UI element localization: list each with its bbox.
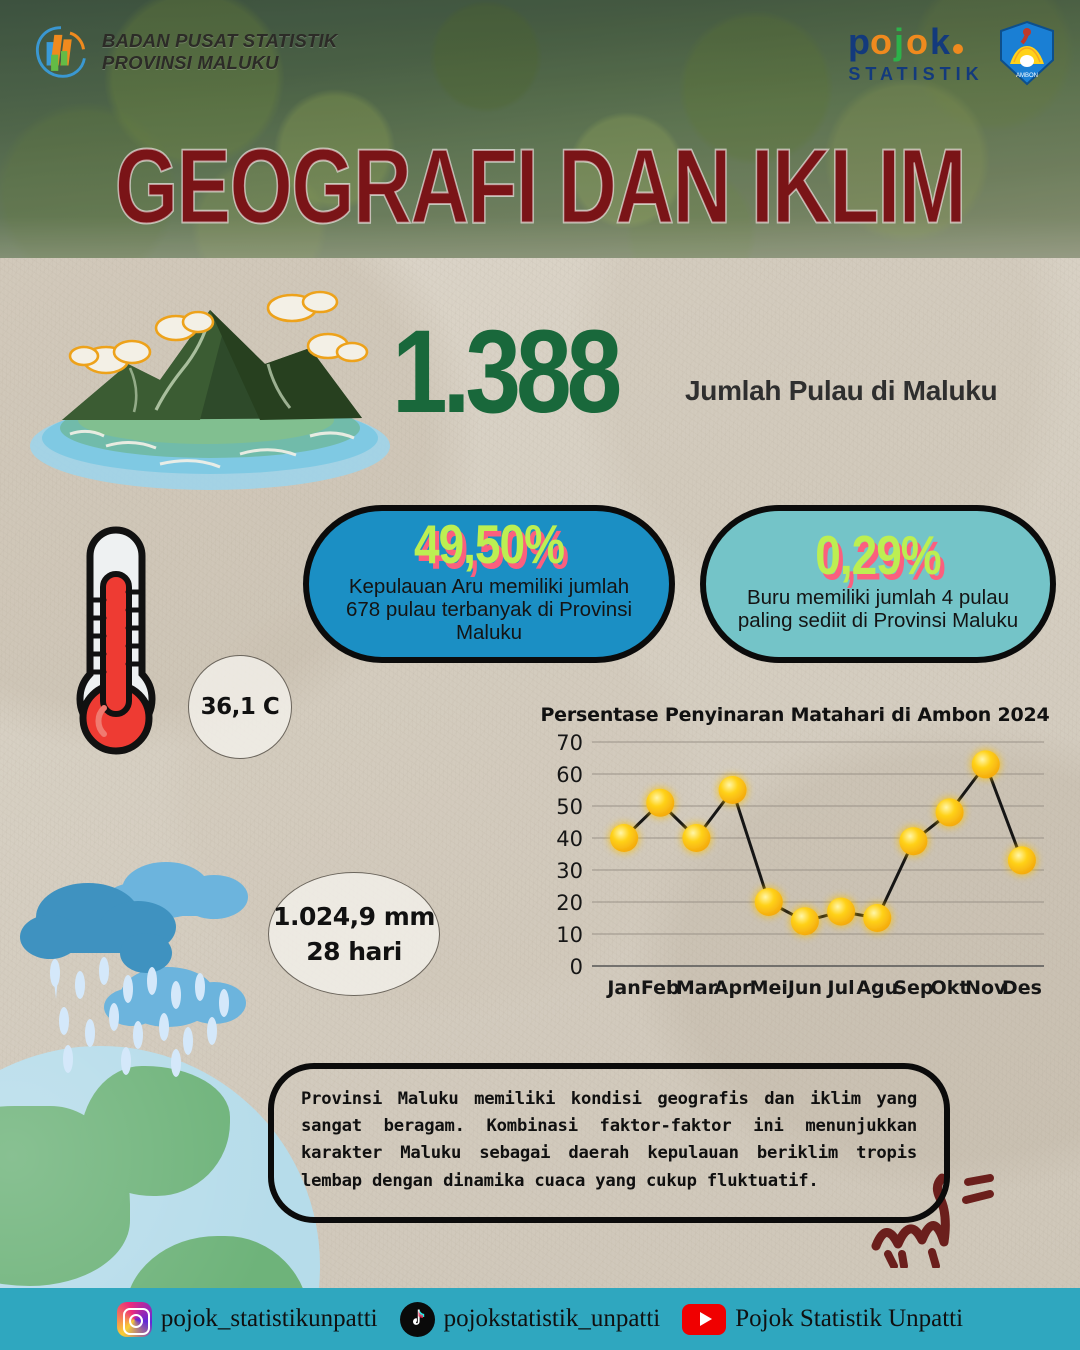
island-count-value: 1.388 [392,305,622,439]
rain-cloud-icon [20,862,248,1077]
svg-text:o: o [906,21,928,62]
chart-point [827,897,856,926]
svg-text:Des: Des [1002,977,1042,999]
stat-pill-buru-desc: Buru memiliki jumlah 4 pulau paling sedi… [737,586,1019,633]
svg-text:AMBON: AMBON [1016,73,1038,79]
svg-text:Agu: Agu [856,977,898,999]
chart-point [899,827,928,856]
svg-text:Jun: Jun [786,977,822,999]
instagram-handle: pojok_statistikunpatti [160,1305,378,1332]
svg-text:20: 20 [556,891,583,915]
brand-line-1: BADAN PUSAT STATISTIK [102,30,338,52]
svg-text:50: 50 [556,795,583,819]
svg-text:Okt: Okt [931,977,969,999]
youtube-handle: Pojok Statistik Unpatti [735,1305,964,1332]
footer-bar: pojok_statistikunpatti pojokstatistik_un… [0,1288,1080,1350]
chart-point [610,824,639,852]
tiktok-handle: pojokstatistik_unpatti [443,1305,661,1332]
chart-series-points [610,750,1036,936]
social-tiktok[interactable]: pojokstatistik_unpatti [399,1301,661,1337]
pojok-wordmark-icon: p o j o k [848,21,963,62]
stat-pill-aru-desc: Kepulauan Aru memiliki jumlah 678 pulau … [345,574,633,644]
svg-text:Mar: Mar [676,977,718,999]
stat-pill-aru-value: 49,50% [413,512,565,575]
header-overlay [0,0,1080,258]
svg-text:Apr: Apr [714,977,752,999]
chart-point [754,888,783,916]
summary-note-box: Provinsi Maluku memiliki kondisi geograf… [268,1063,950,1223]
rainfall-badge: 1.024,9 mm 28 hari [268,872,440,996]
brand-line-2: PROVINSI MALUKU [102,52,279,73]
svg-text:10: 10 [556,923,583,947]
temperature-badge: 36,1 C [188,655,292,759]
island-mountain-icon [30,290,390,490]
rainfall-days: 28 hari [306,937,402,966]
stat-pill-aru: 49,50% Kepulauan Aru memiliki jumlah 678… [303,505,675,663]
svg-text:o: o [870,21,892,62]
brand-text: BADAN PUSAT STATISTIK PROVINSI MALUKU [102,30,337,74]
svg-text:Mei: Mei [750,977,788,999]
svg-text:0: 0 [570,955,583,979]
youtube-icon[interactable] [682,1303,727,1335]
chart-point [1007,846,1036,875]
social-youtube[interactable]: Pojok Statistik Unpatti [682,1303,964,1335]
social-instagram[interactable]: pojok_statistikunpatti [116,1301,378,1337]
page-title: GEOGRAFI DAN IKLIM [114,125,967,246]
stat-pill-buru: 0,29% Buru memiliki jumlah 4 pulau palin… [700,505,1056,663]
partner-logos: p o j o k STATISTIK AMBON [846,20,1058,86]
thermometer-icon [76,526,156,755]
svg-text:Jan: Jan [605,977,640,999]
svg-text:70: 70 [556,734,583,755]
chart-point [935,798,964,827]
svg-text:Feb: Feb [641,977,680,999]
instagram-icon[interactable] [116,1301,152,1337]
chart-point [682,824,711,852]
chart-point [863,904,892,932]
stat-pill-buru-value: 0,29% [815,524,941,586]
island-count-label: Jumlah Pulau di Maluku [685,375,998,406]
bps-logo-icon [35,26,86,78]
unpatti-crest-icon: AMBON [1000,20,1054,86]
sunshine-chart: Persentase Penyinaran Matahari di Ambon … [540,700,1050,1020]
svg-text:40: 40 [556,827,583,851]
pojok-sub-label: STATISTIK [848,64,984,84]
svg-text:k: k [930,21,951,62]
svg-text:Jul: Jul [826,977,855,999]
chart-point [971,750,1000,779]
svg-text:Sep: Sep [893,977,933,999]
chart-y-tick-labels: 0 10 20 30 40 50 60 70 [556,734,583,979]
tiktok-icon[interactable] [399,1301,435,1337]
svg-text:60: 60 [556,763,583,787]
chart-point [718,776,747,804]
rainfall-amount: 1.024,9 mm [273,901,435,931]
summary-note-text: Provinsi Maluku memiliki kondisi geograf… [301,1089,917,1191]
svg-text:Nov: Nov [965,977,1007,999]
pojok-statistik-logo: p o j o k STATISTIK [846,21,986,85]
temperature-value: 36,1 C [200,693,280,720]
svg-text:p: p [848,21,870,62]
chart-point [646,788,675,817]
chart-title: Persentase Penyinaran Matahari di Ambon … [540,704,1050,726]
chart-point [790,907,819,936]
svg-text:30: 30 [556,859,583,883]
svg-text:j: j [893,21,904,62]
brand-block: BADAN PUSAT STATISTIK PROVINSI MALUKU [34,24,337,80]
